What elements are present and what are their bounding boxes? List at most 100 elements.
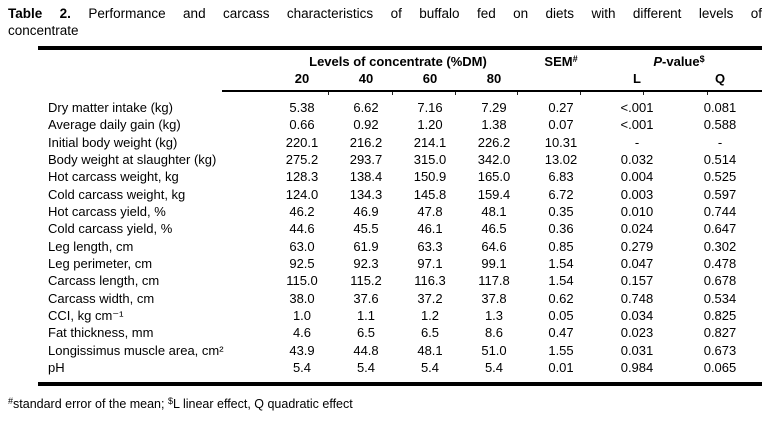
caption-text: Performance and carcass characteristics … [88, 6, 762, 21]
footnote: #standard error of the mean; $L linear e… [8, 393, 766, 412]
cell-value: 220.1 [285, 134, 319, 150]
cell-value: 0.597 [703, 186, 737, 202]
cell-value: 214.1 [413, 134, 447, 150]
sem-header: SEM# [526, 54, 596, 69]
row-label: CCI, kg cm⁻¹ [48, 308, 124, 324]
cell-value: 0.032 [620, 152, 654, 168]
cell-value: 117.8 [478, 273, 510, 289]
col-header-40: 40 [358, 71, 374, 86]
cell-value: 0.827 [703, 325, 737, 341]
cell-value: 92.5 [289, 256, 315, 272]
cell-value: 115.0 [286, 273, 318, 289]
footnote-text-2: L linear effect, Q quadratic effect [172, 396, 353, 411]
caption-line-1: Table 2. Performance and carcass charact… [8, 5, 762, 22]
cell-value: 0.62 [548, 290, 574, 306]
table-row: Carcass width, cm 38.0 37.6 37.2 37.8 0.… [38, 290, 762, 307]
cell-value: 5.4 [420, 360, 440, 376]
caption-line-2: concentrate [8, 23, 79, 38]
cell-value: 0.36 [548, 221, 574, 237]
footnote-superscript-hash: # [8, 395, 14, 406]
cell-value: 1.2 [420, 308, 440, 324]
cell-value: 0.003 [620, 186, 654, 202]
cell-value: 0.525 [703, 169, 737, 185]
table-top-rule [38, 46, 762, 50]
cell-value: <.001 [620, 100, 654, 115]
row-label: Leg length, cm [48, 238, 134, 254]
table-row: Initial body weight (kg) 220.1 216.2 214… [38, 134, 762, 151]
cell-value: 99.1 [481, 256, 507, 272]
cell-value: 51.0 [481, 342, 507, 358]
cell-value: 5.4 [292, 360, 312, 376]
cell-value: 0.05 [548, 308, 574, 324]
cell-value: 0.47 [548, 325, 574, 341]
data-table: Levels of concentrate (%DM) SEM# P-value… [38, 46, 762, 386]
cell-value: 0.35 [548, 204, 574, 220]
cell-value: 6.5 [356, 325, 376, 341]
col-header-20: 20 [294, 71, 310, 86]
row-label: Body weight at slaughter (kg) [48, 152, 217, 168]
cell-value: 6.62 [353, 100, 379, 115]
cell-value: 150.9 [413, 169, 447, 185]
cell-value: 7.29 [481, 100, 507, 115]
cell-value: 97.1 [417, 256, 443, 272]
cell-value: 44.8 [353, 342, 379, 358]
pvalue-header: P-value$ [596, 54, 762, 69]
table-row: Cold carcass weight, kg 124.0 134.3 145.… [38, 186, 762, 203]
table-number: Table 2. [8, 6, 71, 21]
table-body: Dry matter intake (kg) 5.38 6.62 7.16 7.… [38, 99, 762, 377]
table-row: Cold carcass yield, % 44.6 45.5 46.1 46.… [38, 220, 762, 237]
row-label: Carcass width, cm [48, 290, 155, 306]
cell-value: 138.4 [349, 169, 383, 185]
cell-value: 37.6 [353, 290, 379, 306]
column-separator-tick [643, 92, 644, 95]
cell-value: 48.1 [481, 204, 507, 220]
cell-value: - [634, 134, 640, 150]
cell-value: - [717, 134, 723, 150]
cell-value: 46.1 [417, 221, 443, 237]
cell-value: 0.534 [703, 290, 737, 306]
table-bottom-rule [38, 381, 762, 386]
table-row: Average daily gain (kg) 0.66 0.92 1.20 1… [38, 116, 762, 133]
cell-value: 63.3 [417, 238, 443, 254]
cell-value: 293.7 [349, 152, 383, 168]
cell-value: 0.984 [620, 360, 654, 376]
footnote-superscript-dollar: $ [167, 395, 173, 406]
cell-value: 7.16 [417, 100, 443, 115]
cell-value: 124.0 [285, 186, 319, 202]
row-label: Fat thickness, mm [48, 325, 154, 341]
table-header-row-2: 20 40 60 80 L Q [38, 69, 762, 88]
cell-value: 5.4 [356, 360, 376, 376]
row-label: Hot carcass weight, kg [48, 169, 179, 185]
row-label: Leg perimeter, cm [48, 256, 153, 272]
sem-label: SEM [544, 54, 573, 69]
cell-value: 0.065 [703, 360, 737, 376]
sem-superscript: # [572, 54, 578, 64]
cell-value: 92.3 [353, 256, 379, 272]
cell-value: 0.081 [703, 100, 737, 115]
cell-value: 0.27 [548, 100, 574, 115]
column-separator-tick [517, 92, 518, 95]
cell-value: 0.825 [703, 308, 737, 324]
cell-value: 116.3 [414, 273, 446, 289]
cell-value: 0.004 [620, 169, 654, 185]
row-label: Carcass length, cm [48, 273, 160, 289]
col-group-header: Levels of concentrate (%DM) [309, 54, 487, 69]
row-label: Cold carcass yield, % [48, 221, 173, 237]
cell-value: 165.0 [477, 169, 511, 185]
table-row: Leg perimeter, cm 92.5 92.3 97.1 99.1 1.… [38, 255, 762, 272]
col-header-L: L [633, 71, 641, 86]
cell-value: 0.514 [703, 152, 737, 168]
row-label: Initial body weight (kg) [48, 134, 178, 150]
cell-value: 1.0 [292, 308, 312, 324]
cell-value: 61.9 [353, 238, 379, 254]
cell-value: 37.2 [417, 290, 443, 306]
cell-value: 1.54 [548, 273, 574, 289]
cell-value: 0.673 [703, 342, 737, 358]
table-row: Hot carcass weight, kg 128.3 138.4 150.9… [38, 168, 762, 185]
cell-value: 0.647 [703, 221, 737, 237]
cell-value: 46.2 [289, 204, 315, 220]
cell-value: 0.07 [548, 117, 574, 133]
cell-value: 159.4 [477, 186, 511, 202]
cell-value: 13.02 [544, 152, 578, 168]
cell-value: 0.92 [353, 117, 379, 133]
